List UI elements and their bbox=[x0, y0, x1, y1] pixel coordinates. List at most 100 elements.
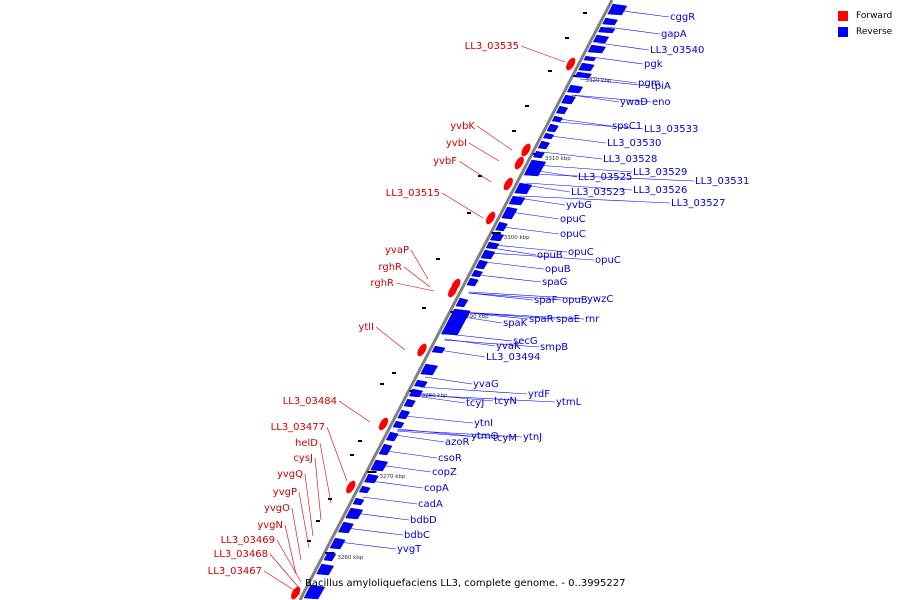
reverse-feature bbox=[523, 159, 547, 177]
feature-mark bbox=[467, 212, 471, 214]
reverse-feature bbox=[607, 3, 628, 16]
reverse-feature bbox=[583, 55, 597, 62]
reverse-gene-label: spaK bbox=[503, 318, 528, 329]
forward-feature bbox=[566, 57, 576, 71]
reverse-feature bbox=[598, 26, 616, 34]
reverse-label-leader bbox=[530, 173, 695, 182]
reverse-gene-label: gapA bbox=[661, 29, 687, 40]
reverse-feature bbox=[471, 269, 483, 278]
reverse-feature bbox=[364, 473, 379, 484]
reverse-gene-label: pgm bbox=[638, 78, 660, 89]
forward-label-leader bbox=[326, 426, 348, 482]
reverse-label-leader bbox=[414, 395, 466, 404]
forward-label-leader bbox=[314, 457, 322, 521]
genome-caption: Bacillus amyloliquefaciens LL3, complete… bbox=[305, 578, 626, 589]
reverse-label-leader bbox=[532, 169, 578, 178]
forward-label-leader bbox=[263, 570, 301, 595]
reverse-label-leader bbox=[591, 56, 644, 65]
reverse-label-leader bbox=[447, 333, 513, 342]
reverse-feature bbox=[392, 420, 405, 429]
reverse-gene-label: opuB bbox=[545, 264, 571, 275]
reverse-feature bbox=[514, 182, 533, 195]
reverse-label-leader bbox=[557, 121, 644, 130]
forward-label-leader bbox=[276, 539, 302, 583]
reverse-label-leader bbox=[419, 386, 528, 395]
reverse-feature bbox=[542, 132, 555, 140]
reverse-label-leader bbox=[598, 42, 650, 51]
forward-features bbox=[291, 12, 587, 600]
reverse-feature bbox=[385, 431, 399, 442]
forward-swatch bbox=[838, 11, 848, 21]
forward-gene-label: yvgQ bbox=[277, 469, 303, 480]
reverse-feature bbox=[370, 459, 389, 472]
reverse-gene-label: yvgT bbox=[397, 544, 422, 555]
reverse-feature bbox=[345, 507, 364, 520]
forward-gene-label: yvaP bbox=[385, 245, 409, 256]
genome-backbone bbox=[298, 0, 614, 600]
reverse-label-leader bbox=[510, 211, 560, 220]
reverse-label-leader bbox=[468, 292, 562, 301]
reverse-label-leader bbox=[468, 292, 534, 301]
forward-gene-label: LL3_03484 bbox=[283, 396, 337, 407]
reverse-gene-label: opuC bbox=[595, 255, 621, 266]
reverse-label-leader bbox=[444, 338, 496, 347]
reverse-gene-label: azoR bbox=[445, 437, 469, 448]
reverse-feature bbox=[508, 195, 526, 206]
reverse-label-leader bbox=[615, 9, 670, 18]
reverse-gene-label: opuB bbox=[537, 250, 563, 261]
forward-gene-label: LL3_03468 bbox=[214, 549, 268, 560]
reverse-gene-label: copA bbox=[424, 483, 449, 494]
reverse-feature bbox=[578, 62, 595, 72]
reverse-label-leader bbox=[525, 182, 633, 191]
reverse-feature bbox=[329, 537, 346, 550]
reverse-label-leader bbox=[550, 135, 607, 144]
forward-gene-label: LL3_03515 bbox=[386, 188, 440, 199]
reverse-gene-label: tcyJ bbox=[466, 398, 484, 409]
reverse-label-leader bbox=[370, 480, 424, 489]
reverse-label-leader bbox=[571, 94, 652, 103]
feature-mark bbox=[512, 130, 516, 132]
reverse-label-leader bbox=[354, 512, 410, 521]
reverse-label-leader bbox=[339, 541, 397, 550]
reverse-feature bbox=[420, 363, 439, 376]
reverse-label-leader bbox=[424, 376, 473, 385]
reverse-gene-label: ywaD bbox=[620, 97, 648, 108]
reverse-gene-label: ytmO bbox=[471, 431, 499, 442]
reverse-feature bbox=[489, 232, 505, 242]
feature-mark bbox=[583, 12, 587, 14]
reverse-label-leader bbox=[438, 349, 486, 358]
reverse-feature bbox=[485, 241, 500, 250]
reverse-swatch bbox=[838, 27, 848, 37]
reverse-gene-label: copZ bbox=[432, 467, 457, 478]
forward-label-leader bbox=[298, 491, 310, 549]
forward-label-leader bbox=[441, 192, 484, 219]
tick-label: 3260 kbp bbox=[337, 555, 363, 561]
forward-gene-label: helD bbox=[295, 438, 318, 449]
reverse-gene-label: ytnI bbox=[474, 418, 493, 429]
reverse-gene-label: secG bbox=[513, 336, 538, 347]
reverse-gene-label: LL3_03527 bbox=[671, 198, 725, 209]
reverse-label-leader bbox=[397, 428, 471, 437]
tick-label: 3270 kbp bbox=[379, 474, 405, 480]
reverse-gene-label: spsC1 bbox=[612, 121, 642, 132]
forward-gene-labels: LL3_03535 yvbK yvbI yvbF LL3_03515 yvaP rghR rg… bbox=[208, 41, 566, 595]
forward-gene-label: rghR bbox=[370, 278, 394, 289]
reverse-label-leader bbox=[519, 195, 671, 204]
reverse-gene-label: pgk bbox=[644, 59, 663, 70]
reverse-gene-label: tcyM bbox=[493, 433, 517, 444]
forward-feature bbox=[346, 480, 356, 494]
reverse-label-leader bbox=[444, 339, 540, 348]
reverse-label-leader bbox=[541, 151, 603, 160]
forward-label-leader bbox=[403, 266, 431, 288]
feature-mark bbox=[316, 520, 320, 522]
forward-gene-label: LL3_03469 bbox=[221, 535, 275, 546]
reverse-label-leader bbox=[524, 184, 571, 193]
forward-gene-label: yvgN bbox=[257, 520, 283, 531]
reverse-feature bbox=[358, 485, 371, 494]
forward-label-leader bbox=[468, 142, 500, 162]
feature-mark bbox=[478, 175, 482, 177]
reverse-feature bbox=[592, 34, 610, 44]
reverse-feature bbox=[480, 249, 496, 260]
reverse-label-leader bbox=[502, 226, 560, 235]
reverse-gene-label: LL3_03494 bbox=[486, 352, 540, 363]
